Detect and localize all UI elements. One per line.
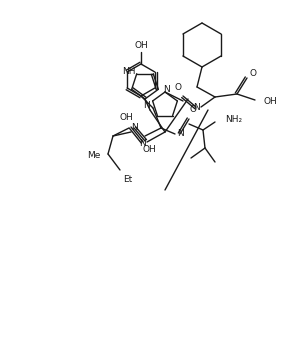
- Text: NH₂: NH₂: [225, 116, 242, 124]
- Text: N: N: [177, 130, 183, 138]
- Text: OH: OH: [264, 98, 278, 106]
- Text: Me: Me: [87, 152, 101, 160]
- Text: OH: OH: [134, 41, 148, 51]
- Text: OH: OH: [142, 146, 156, 154]
- Text: Et: Et: [123, 175, 133, 185]
- Text: O: O: [249, 69, 257, 79]
- Text: N: N: [164, 85, 170, 94]
- Text: N: N: [139, 138, 145, 148]
- Text: OH: OH: [119, 114, 133, 122]
- Text: N: N: [143, 101, 149, 109]
- Text: N: N: [193, 103, 199, 113]
- Text: NH: NH: [122, 67, 135, 76]
- Text: O: O: [189, 105, 197, 115]
- Text: O: O: [175, 83, 181, 91]
- Text: N: N: [131, 122, 137, 132]
